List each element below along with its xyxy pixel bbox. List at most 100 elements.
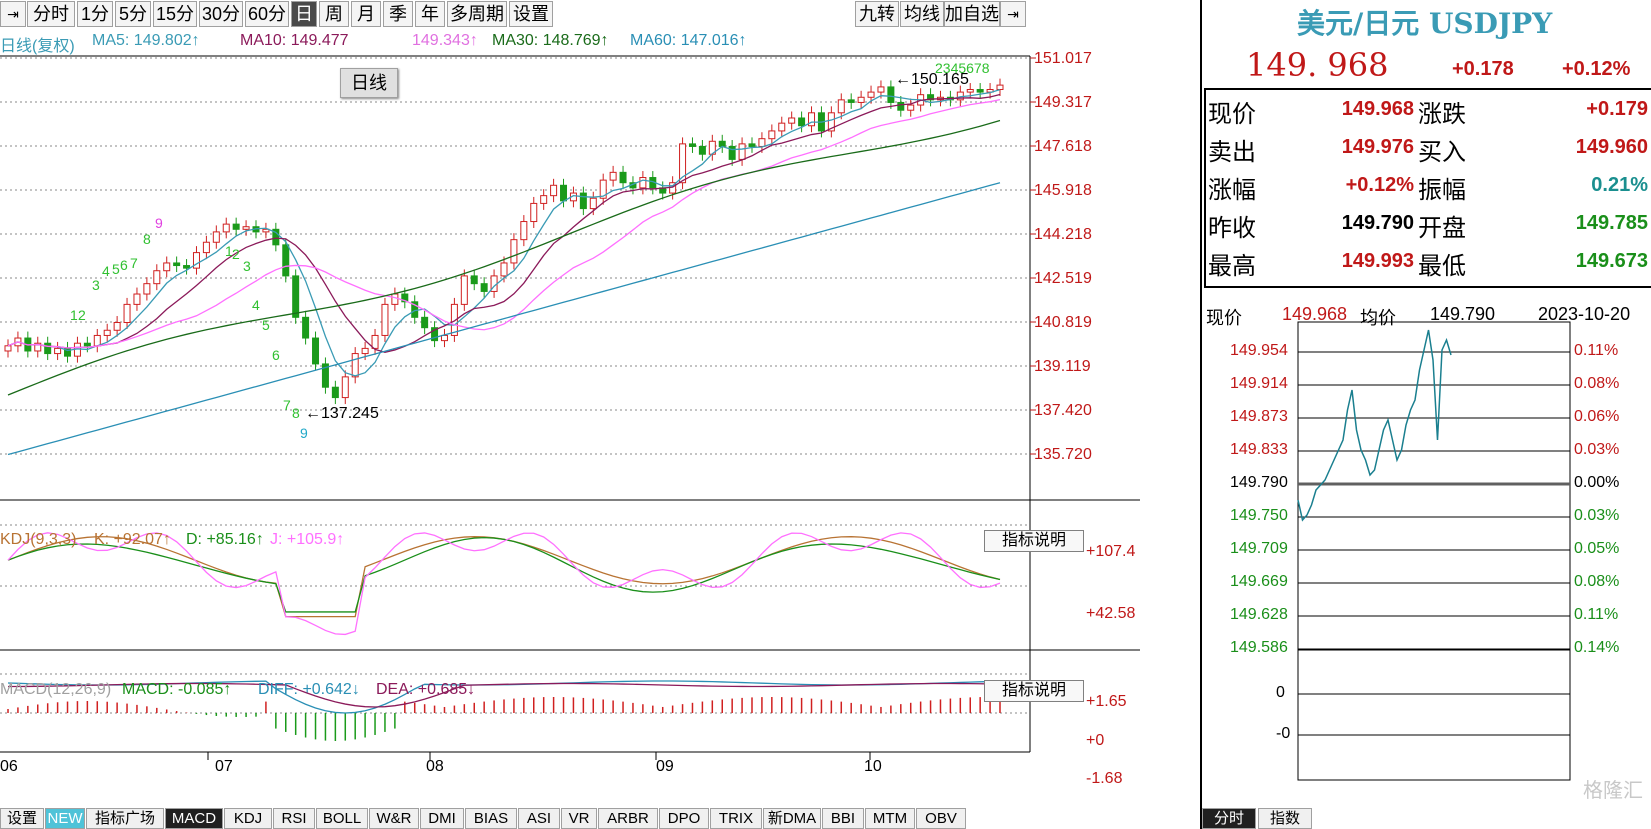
nine-count-mark: 6	[120, 257, 128, 273]
quote-value: +0.179	[1586, 98, 1648, 120]
indicator-tab[interactable]: RSI	[273, 808, 315, 829]
period-button[interactable]: 季	[383, 1, 413, 27]
period-button[interactable]: 月	[351, 1, 381, 27]
quote-label: 昨收	[1208, 214, 1256, 242]
indicator-tab[interactable]: MACD	[165, 808, 223, 829]
period-button[interactable]: 日	[291, 1, 317, 27]
period-button[interactable]: 15分	[153, 1, 197, 27]
nine-count-mark: 6	[272, 347, 280, 363]
candle-body	[927, 94, 935, 101]
candle-body	[431, 327, 439, 342]
candle-body	[133, 293, 141, 305]
quote-value: 149.968	[1341, 98, 1414, 120]
candle-body	[887, 86, 895, 103]
period-button[interactable]: 周	[319, 1, 349, 27]
candle-body	[877, 86, 885, 93]
period-button[interactable]: 1分	[77, 1, 113, 27]
tool-button[interactable]: 均线	[900, 1, 944, 27]
nine-count-mark: 4	[252, 297, 260, 313]
indicator-tab[interactable]: KDJ	[224, 808, 272, 829]
price-change-pct: +0.12%	[1562, 58, 1631, 80]
period-button[interactable]: 设置	[509, 1, 553, 27]
indicator-tab[interactable]: BBI	[822, 808, 864, 829]
macd-explain-button[interactable]: 指标说明	[984, 680, 1084, 702]
kdj-j: J: +105.9↑	[270, 531, 345, 548]
indicator-tab[interactable]: DPO	[659, 808, 709, 829]
indicator-tab[interactable]: ARBR	[598, 808, 658, 829]
candle-body	[123, 303, 131, 324]
kdj-explain-button[interactable]: 指标说明	[984, 530, 1084, 552]
candle-body	[540, 195, 548, 204]
indicator-tab[interactable]: MTM	[865, 808, 915, 829]
legend-ma60: MA60: 147.016↑	[630, 32, 747, 49]
tick-left-axis-label: 149.873	[1230, 408, 1288, 425]
candle-body	[34, 342, 42, 352]
candle-body	[758, 138, 766, 147]
period-button[interactable]: 60分	[245, 1, 289, 27]
tool-button[interactable]: 九转	[855, 1, 899, 27]
candle-body	[867, 91, 875, 98]
indicator-tab[interactable]: ASI	[518, 808, 560, 829]
indicator-tab[interactable]: TRIX	[710, 808, 762, 829]
panel-tab[interactable]: 分时	[1202, 808, 1256, 829]
nine-count-mark: 7	[130, 255, 138, 271]
tick-right-axis-label: 0.14%	[1574, 639, 1620, 656]
candle-body	[966, 89, 974, 93]
panel-tab[interactable]: 指数	[1258, 808, 1312, 829]
price-axis-label: 147.618	[1034, 138, 1092, 155]
candle-body	[976, 89, 984, 93]
candle-body	[44, 342, 52, 355]
kdj-k: K: +92.07↑	[94, 531, 171, 548]
candle-body	[93, 334, 101, 347]
tick-price: 149.968	[1282, 304, 1348, 324]
tick-left-axis-label: 149.586	[1230, 639, 1288, 656]
tool-button[interactable]: 加自选	[944, 1, 1000, 27]
tick-left-axis-label: 149.833	[1230, 441, 1288, 458]
macd-value: MACD: -0.085↑	[122, 681, 232, 698]
candle-body	[500, 262, 508, 277]
indicator-tab[interactable]: BOLL	[316, 808, 368, 829]
tick-right-axis-label: 0.06%	[1574, 408, 1620, 425]
current-price: 149. 968	[1246, 46, 1389, 84]
price-axis-label: 149.317	[1034, 94, 1092, 111]
tick-price-label: 现价	[1206, 308, 1242, 328]
indicator-tab[interactable]: W&R	[369, 808, 419, 829]
nine-count-mark: 8	[292, 405, 300, 421]
tick-chart-svg[interactable]	[1202, 290, 1651, 790]
candle-body	[996, 84, 1004, 91]
period-button[interactable]: 多周期	[447, 1, 507, 27]
indicator-tab[interactable]: BIAS	[465, 808, 517, 829]
candle-body	[54, 347, 62, 355]
candle-body	[778, 122, 786, 132]
candle-body	[83, 342, 91, 347]
indicator-tabs: 设置 NEW 指标广场 MACD KDJ RSI BOLL W&R DMI BIAS ASI VR AR…	[0, 808, 1651, 829]
tick-right-axis-label: 0.08%	[1574, 375, 1620, 392]
candle-body	[272, 228, 280, 246]
tick-left-axis-label: 149.914	[1230, 375, 1288, 392]
period-button[interactable]: 分时	[27, 1, 75, 27]
macd-title: MACD(12,26,9)	[0, 681, 112, 698]
candle-body	[599, 179, 607, 199]
quote-label: 现价	[1208, 100, 1256, 128]
indicator-tab[interactable]: VR	[561, 808, 597, 829]
period-button[interactable]: 30分	[199, 1, 243, 27]
candle-body	[837, 99, 845, 114]
scroll-right-icon[interactable]: ⇥	[1000, 1, 1026, 27]
indicator-tab[interactable]: NEW	[45, 808, 85, 829]
candle-body	[212, 231, 220, 243]
price-axis-label: 142.519	[1034, 270, 1092, 287]
indicator-tab[interactable]: 设置	[0, 808, 44, 829]
period-button[interactable]: 年	[415, 1, 445, 27]
candle-body	[619, 171, 627, 184]
kline-chart-area: ←150.165 ←137.245 1 2 3 4 5 6 7 8 9 1 2 3 4 5 6 7 8 9 234567…	[0, 28, 1200, 800]
indicator-tab[interactable]: 新DMA	[763, 808, 821, 829]
ma10-line	[7, 93, 1001, 353]
indicator-tab[interactable]: OBV	[916, 808, 966, 829]
candle-body	[381, 303, 389, 336]
indicator-tab[interactable]: 指标广场	[86, 808, 164, 829]
scroll-left-icon[interactable]: ⇥	[0, 1, 26, 27]
indicator-tab[interactable]: DMI	[420, 808, 464, 829]
kdj-axis-mid: +42.58	[1086, 605, 1136, 622]
period-button[interactable]: 5分	[115, 1, 151, 27]
